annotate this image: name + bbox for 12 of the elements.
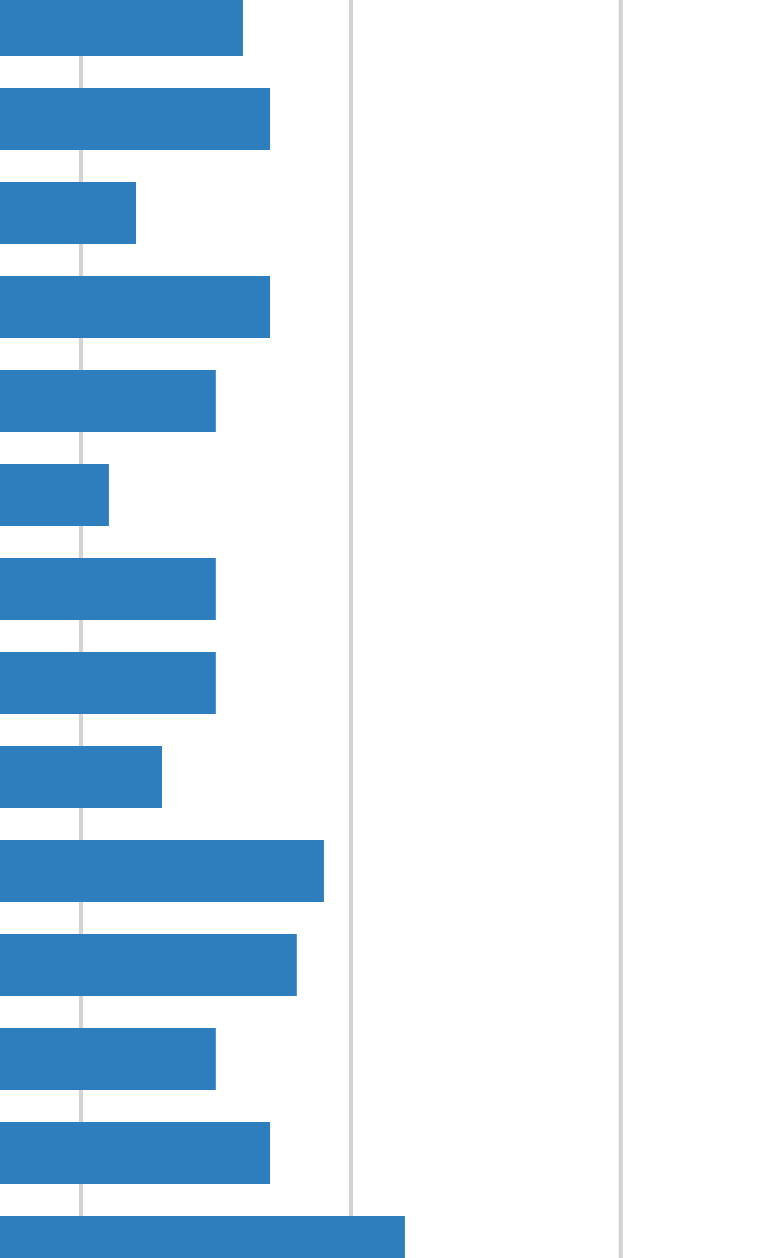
bar	[0, 933, 297, 997]
bar	[0, 275, 271, 339]
bar	[0, 745, 162, 809]
bar	[0, 463, 109, 527]
bar	[0, 87, 271, 151]
bar	[0, 839, 324, 903]
bar	[0, 651, 216, 715]
bar	[0, 369, 216, 433]
bar	[0, 1121, 271, 1185]
bar	[0, 1027, 216, 1091]
bar	[0, 557, 216, 621]
bar	[0, 181, 137, 245]
